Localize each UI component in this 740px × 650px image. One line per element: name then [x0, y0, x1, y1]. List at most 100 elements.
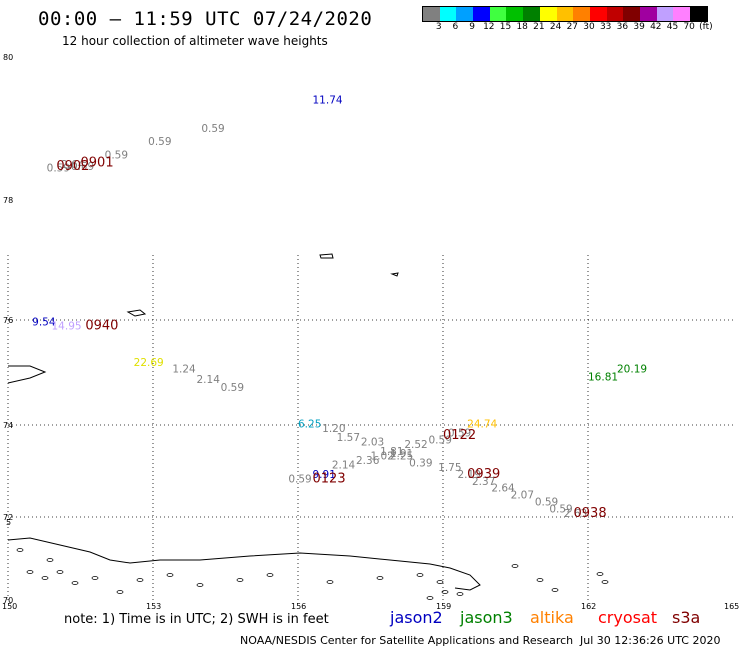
- islet: [601, 580, 609, 584]
- wave-height-label: 20.19: [617, 364, 647, 376]
- wave-height-label: 0.59: [105, 150, 128, 162]
- color-tick-label: 70: [683, 22, 695, 32]
- wave-height-label: 14.95: [52, 320, 82, 332]
- color-tick-label: 3: [435, 22, 442, 32]
- wave-height-label: 2.14: [197, 374, 221, 386]
- islet: [91, 576, 99, 580]
- wave-height-label: 24.74: [467, 418, 497, 430]
- islet: [426, 596, 434, 600]
- color-swatch: [506, 7, 524, 21]
- islet: [441, 590, 449, 594]
- wave-height-label: 1.81: [380, 446, 403, 458]
- islet: [71, 581, 79, 585]
- lat-tick-label: 70: [3, 596, 13, 605]
- island-3: [390, 272, 399, 277]
- color-tick-label: (ft): [699, 22, 713, 32]
- lat-tick-label: 76: [3, 316, 13, 325]
- islet: [596, 572, 604, 576]
- color-tick-label: 21: [533, 22, 545, 32]
- color-swatch: [423, 7, 440, 21]
- lat-tick-label: 78: [3, 196, 13, 205]
- color-tick-label: 9: [469, 22, 475, 32]
- wave-height-label: 2.64: [491, 483, 515, 495]
- wave-height-label: 0.39: [409, 457, 432, 469]
- lat-tick-label: 74: [3, 421, 13, 430]
- color-tick-label: 15: [499, 22, 512, 32]
- pass-time-label: 0939: [467, 467, 500, 482]
- islet: [436, 580, 444, 584]
- partial-lat-label: 5: [6, 518, 11, 527]
- satellite-s3a: s3a: [672, 608, 701, 627]
- pass-time-label: 0902: [56, 159, 89, 174]
- wave-height-label: 2.19: [458, 469, 481, 481]
- pass-time-label: 0901: [81, 155, 114, 170]
- grid-lines: [7, 255, 733, 600]
- color-swatch: [673, 7, 690, 21]
- islet: [376, 576, 384, 580]
- wave-height-label: 16.81: [588, 371, 618, 383]
- color-swatch: [690, 7, 707, 21]
- lon-tick-label: 153: [146, 602, 161, 611]
- lon-tick-label: 165: [724, 602, 739, 611]
- islet: [416, 573, 424, 577]
- wave-height-label: 2.25: [390, 451, 413, 463]
- islet: [326, 580, 334, 584]
- wave-height-label: 2.64: [61, 159, 85, 171]
- satellite-cryosat: cryosat: [598, 608, 658, 627]
- color-tick-label: 33: [599, 22, 612, 32]
- small-islets: [16, 548, 609, 600]
- island-2: [319, 253, 334, 259]
- wave-height-label: 6.25: [298, 418, 321, 430]
- wave-height-label: 0.59: [288, 474, 311, 486]
- wave-height-label: 2.63: [564, 508, 587, 520]
- color-tick-label: 12: [483, 22, 495, 32]
- page-subtitle: 12 hour collection of altimeter wave hei…: [62, 34, 328, 48]
- lat-tick-label: 80: [3, 53, 13, 62]
- color-swatch: [523, 7, 540, 21]
- wave-height-label: 0.59: [148, 136, 171, 148]
- color-swatch: [439, 7, 457, 21]
- wave-height-label: 2.36: [356, 455, 380, 467]
- islet: [41, 576, 49, 580]
- lon-tick-label: 156: [291, 602, 306, 611]
- wave-height-label: 9.91: [313, 469, 336, 481]
- color-tick-label: 18: [516, 22, 528, 32]
- wave-height-label: 1.02: [371, 451, 394, 463]
- color-tick-label: 24: [549, 22, 562, 32]
- islet: [56, 570, 64, 574]
- islet: [136, 578, 144, 582]
- color-swatch: [656, 7, 674, 21]
- wave-height-label: 9.54: [32, 316, 56, 328]
- islet: [536, 578, 544, 582]
- wave-height-label: 2.52: [404, 439, 427, 451]
- credit-line: NOAA/NESDIS Center for Satellite Applica…: [240, 634, 574, 647]
- generation-timestamp: Jul 30 12:36:26 UTC 2020: [580, 634, 721, 647]
- wave-height-label: 0.59: [47, 162, 70, 174]
- wave-height-label: 2.03: [361, 437, 384, 449]
- color-swatch: [556, 7, 574, 21]
- islet: [166, 573, 174, 577]
- wave-height-label: 1.24: [172, 364, 196, 376]
- color-tick-label: 45: [666, 22, 679, 32]
- color-tick-label: 39: [633, 22, 645, 32]
- pass-time-label: 0123: [313, 472, 346, 487]
- wave-height-label: 0.59: [221, 382, 244, 394]
- coastline: [7, 253, 609, 600]
- color-swatch: [623, 7, 640, 21]
- islet: [551, 588, 559, 592]
- wave-height-label: 0.59: [429, 434, 452, 446]
- islet: [196, 583, 204, 587]
- lon-tick-label: 159: [436, 602, 451, 611]
- islet: [266, 573, 274, 577]
- wave-height-label: 22.69: [134, 357, 164, 369]
- pass-time-label: 0122: [443, 428, 476, 443]
- wave-height-label: 2.14: [332, 460, 356, 472]
- color-tick-label: 27: [566, 22, 579, 32]
- color-tick-label: 36: [616, 22, 629, 32]
- color-swatch: [539, 7, 557, 21]
- color-tick-label: 6: [452, 22, 459, 32]
- islet: [46, 558, 54, 562]
- color-swatch: [489, 7, 507, 21]
